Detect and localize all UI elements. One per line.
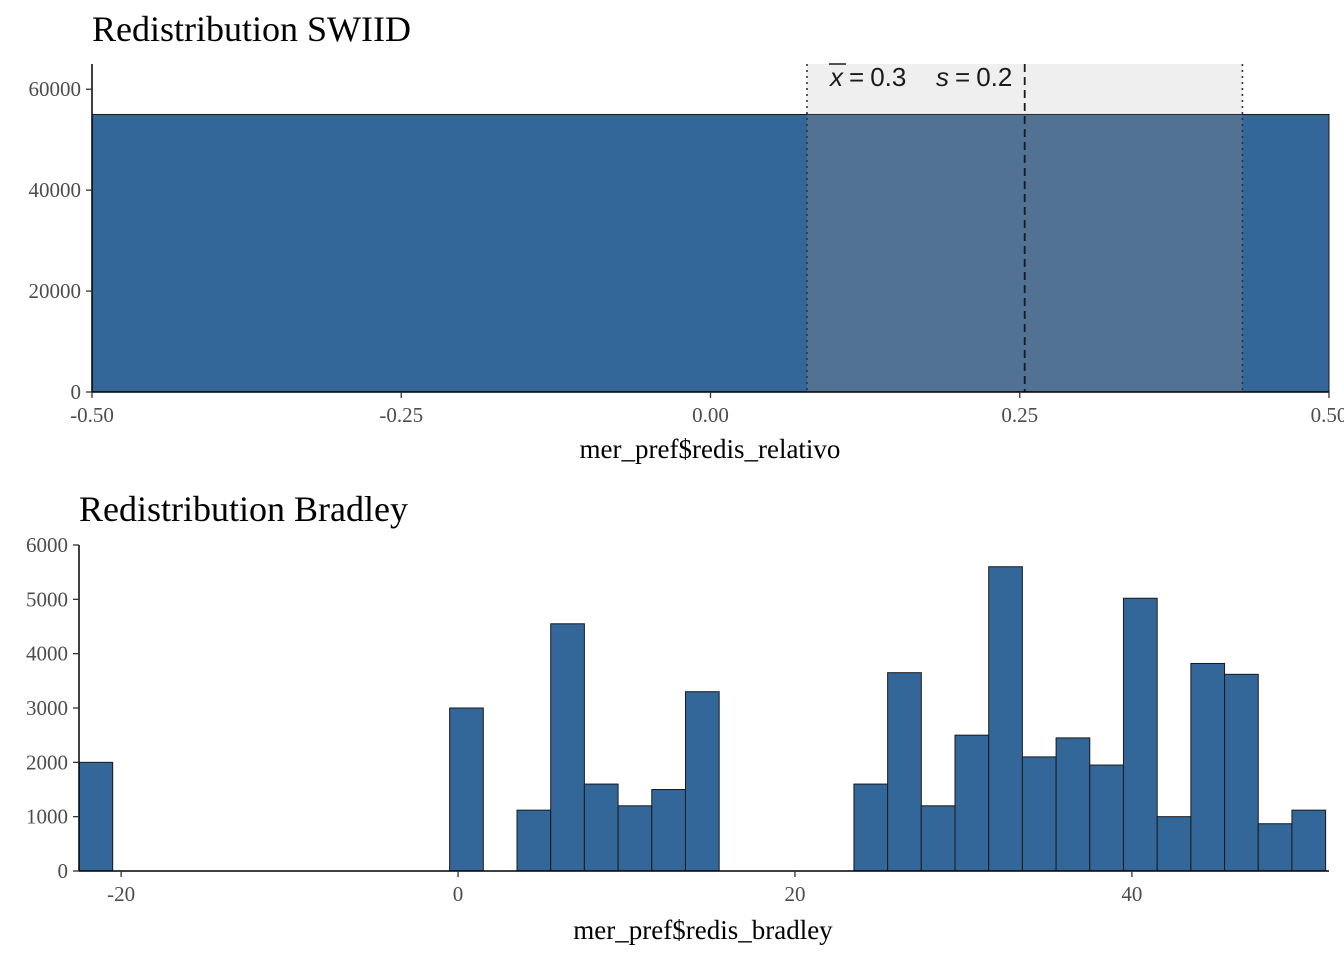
- sd-annotation: s = 0.2: [936, 62, 1012, 92]
- bradley-bars-group: [78, 566, 1327, 872]
- x-tick-label: -0.50: [70, 403, 114, 427]
- histogram-bar: [887, 672, 922, 872]
- histogram-bar: [651, 789, 686, 872]
- y-tick-label: 0: [58, 859, 69, 883]
- histogram-bar: [617, 805, 653, 872]
- histogram-bar: [684, 691, 720, 872]
- histogram-bar: [954, 734, 990, 872]
- y-tick-label: 1000: [26, 805, 68, 829]
- swiid-histogram-panel: Redistribution SWIID x = 0.3 s = 0.2 0 20000 4…: [29, 9, 1344, 464]
- histogram-bar: [516, 809, 552, 872]
- histogram-bar: [1257, 823, 1293, 872]
- swiid-chart-title: Redistribution SWIID: [92, 9, 411, 49]
- histogram-bar: [1021, 756, 1057, 872]
- swiid-x-axis-label: mer_pref$redis_relativo: [580, 434, 841, 464]
- histogram-bar: [1055, 737, 1091, 872]
- mean-sd-lines-group: [806, 64, 1244, 392]
- x-tick-label: 0: [453, 882, 464, 906]
- x-tick-label: -20: [107, 882, 135, 906]
- y-tick-label: 2000: [26, 750, 68, 774]
- histogram-bar: [91, 113, 1330, 393]
- x-tick-label: 0.50: [1311, 403, 1344, 427]
- x-tick-label: -0.25: [379, 403, 423, 427]
- histogram-bar: [1291, 809, 1327, 872]
- y-tick-label: 3000: [26, 696, 68, 720]
- histogram-bar: [1224, 673, 1259, 872]
- x-tick-label: 0.25: [1001, 403, 1038, 427]
- histogram-bar: [853, 783, 889, 872]
- y-tick-label: 20000: [29, 279, 82, 303]
- bradley-chart-title: Redistribution Bradley: [79, 489, 408, 529]
- y-tick-label: 60000: [29, 77, 82, 101]
- y-tick-label: 5000: [26, 587, 68, 611]
- x-tick-label: 0.00: [692, 403, 729, 427]
- mean-annotation: x = 0.3: [828, 62, 906, 92]
- histogram-bar: [583, 783, 619, 872]
- swiid-axes: 0 20000 40000 60000 -0.50 -0.25 0.00 0.25 0.50: [29, 64, 1344, 427]
- mean-sd-annotation: x = 0.3 s = 0.2: [828, 62, 1012, 92]
- histogram-bar: [1122, 597, 1158, 872]
- histogram-bar: [1190, 662, 1226, 872]
- histogram-bar: [550, 623, 585, 872]
- histogram-bar: [1089, 764, 1124, 872]
- histogram-bar: [1156, 816, 1192, 872]
- histogram-bar: [988, 566, 1023, 872]
- y-tick-label: 40000: [29, 178, 82, 202]
- histogram-bar: [920, 805, 956, 872]
- bradley-x-axis-label: mer_pref$redis_bradley: [573, 915, 833, 945]
- histogram-bar: [449, 707, 484, 872]
- y-tick-label: 4000: [26, 642, 68, 666]
- bradley-histogram-panel: Redistribution Bradley 01000200030004000…: [26, 489, 1329, 945]
- bradley-axes: 0 1000 2000 3000 4000 5000 6000 -20 0 20 40: [26, 533, 1329, 906]
- histogram-bar: [78, 761, 114, 872]
- x-tick-label: 40: [1121, 882, 1142, 906]
- swiid-bars-group: [91, 113, 1330, 393]
- x-tick-label: 20: [784, 882, 805, 906]
- y-tick-label: 0: [71, 380, 82, 404]
- y-tick-label: 6000: [26, 533, 68, 557]
